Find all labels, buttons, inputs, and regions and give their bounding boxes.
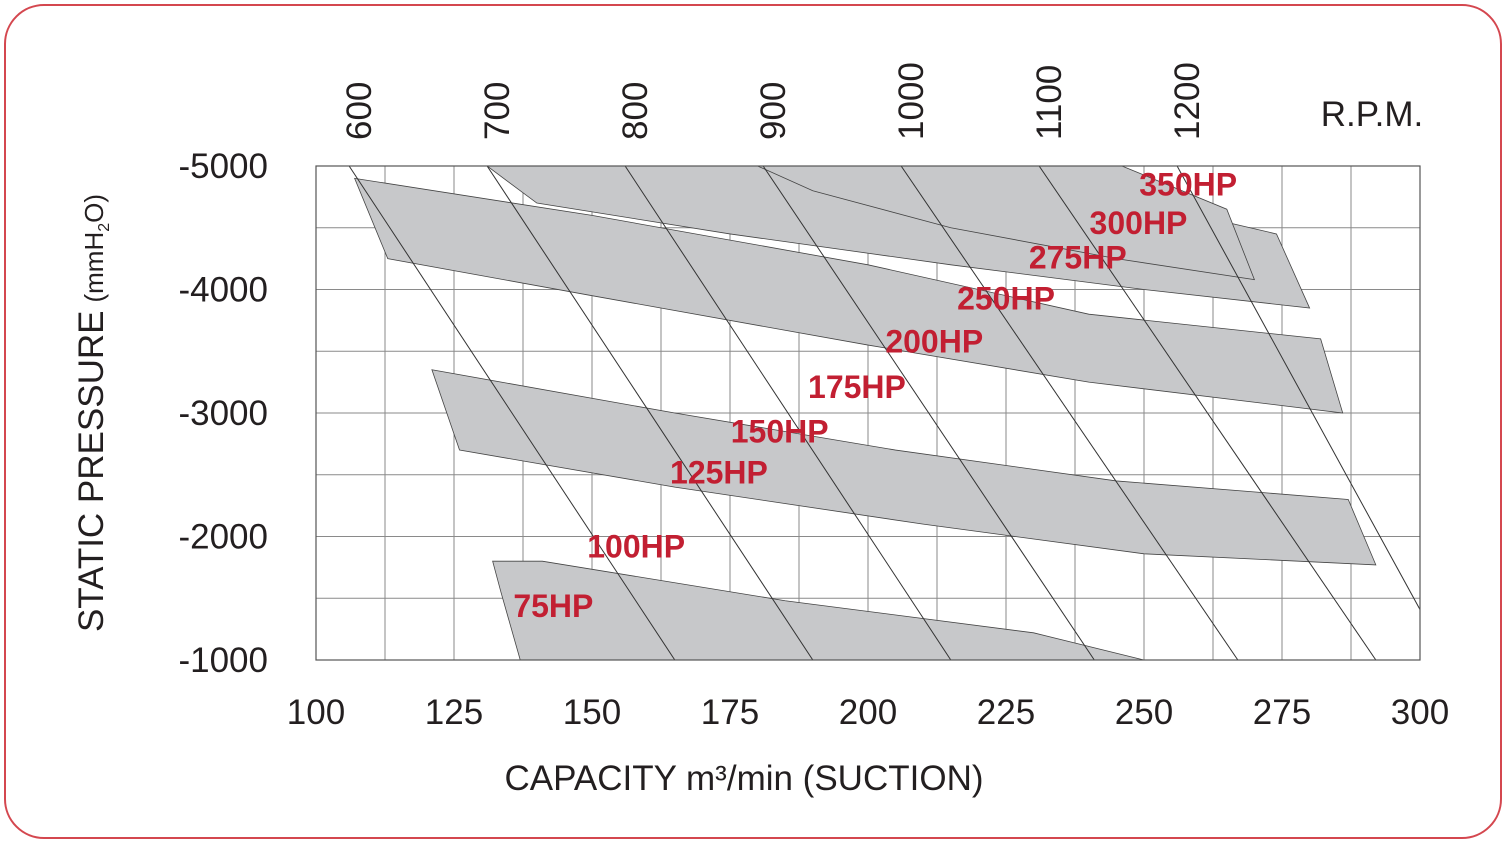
hp-label-300hp: 300HP — [1090, 205, 1188, 241]
hp-label-350hp: 350HP — [1139, 167, 1237, 203]
x-tick-300: 300 — [1391, 693, 1449, 732]
rpm-curve-1000 — [900, 166, 1239, 660]
y-tick--5000: -5000 — [178, 147, 268, 186]
x-tick-275: 275 — [1253, 693, 1311, 732]
rpm-curve-1100 — [1038, 166, 1377, 660]
hp-label-175hp: 175HP — [808, 369, 906, 405]
hp-label-150hp: 150HP — [731, 414, 829, 450]
x-tick-250: 250 — [1115, 693, 1173, 732]
hp-label-250hp: 250HP — [957, 280, 1055, 316]
rpm-tick-labels: 600 700 800 900 1000 1100 1200 — [340, 62, 1207, 140]
rpm-curve-900 — [762, 166, 1095, 660]
y-axis-unit-prefix: (mmH — [79, 232, 109, 303]
x-tick-125: 125 — [425, 693, 483, 732]
hp-label-100hp: 100HP — [587, 528, 685, 564]
hp-band-300hp — [757, 166, 1256, 281]
y-tick--2000: -2000 — [178, 518, 268, 557]
y-axis-unit-sub: 2 — [96, 223, 113, 232]
rpm-tick-800: 800 — [616, 82, 655, 140]
y-axis-unit-suffix: O) — [79, 194, 109, 223]
x-tick-175: 175 — [701, 693, 759, 732]
hp-label-275hp: 275HP — [1029, 240, 1127, 276]
hp-label-200hp: 200HP — [885, 323, 983, 359]
x-tick-200: 200 — [839, 693, 897, 732]
chart-frame — [4, 4, 1502, 839]
rpm-curve-800 — [624, 166, 952, 660]
rpm-tick-900: 900 — [754, 82, 793, 140]
rpm-tick-1100: 1100 — [1030, 65, 1069, 140]
x-tick-100: 100 — [287, 693, 345, 732]
rpm-axis-title: R.P.M. — [1321, 95, 1423, 134]
rpm-curve-layer — [348, 166, 1420, 660]
x-tick-150: 150 — [563, 693, 621, 732]
y-tick--3000: -3000 — [178, 394, 268, 433]
hp-band-175hp — [353, 177, 1344, 414]
rpm-tick-700: 700 — [478, 82, 517, 140]
x-axis-title: CAPACITY m³/min (SUCTION) — [505, 759, 984, 798]
plot-border — [315, 165, 1421, 661]
y-tick--1000: -1000 — [178, 641, 268, 680]
y-axis-title: STATIC PRESSURE (mmH2O) — [72, 194, 113, 632]
hp-band-75hp — [492, 560, 1145, 660]
y-axis-title-main: STATIC PRESSURE — [72, 311, 111, 633]
rpm-curve-600 — [348, 166, 676, 660]
rpm-tick-1000: 1000 — [892, 62, 931, 140]
hp-labels: 75HP100HP125HP150HP175HP200HP250HP275HP3… — [513, 167, 1237, 624]
rpm-tick-600: 600 — [340, 82, 379, 140]
y-tick--4000: -4000 — [178, 271, 268, 310]
rpm-curve-1200 — [1176, 166, 1420, 611]
hp-label-75hp: 75HP — [513, 588, 593, 624]
y-tick-labels: -1000 -2000 -3000 -4000 -5000 — [178, 147, 268, 680]
x-tick-225: 225 — [977, 693, 1035, 732]
x-tick-labels: 100 125 150 175 200 225 250 275 300 — [287, 693, 1449, 732]
hp-label-125hp: 125HP — [670, 454, 768, 490]
rpm-curve-700 — [486, 166, 814, 660]
rpm-tick-1200: 1200 — [1168, 62, 1207, 140]
